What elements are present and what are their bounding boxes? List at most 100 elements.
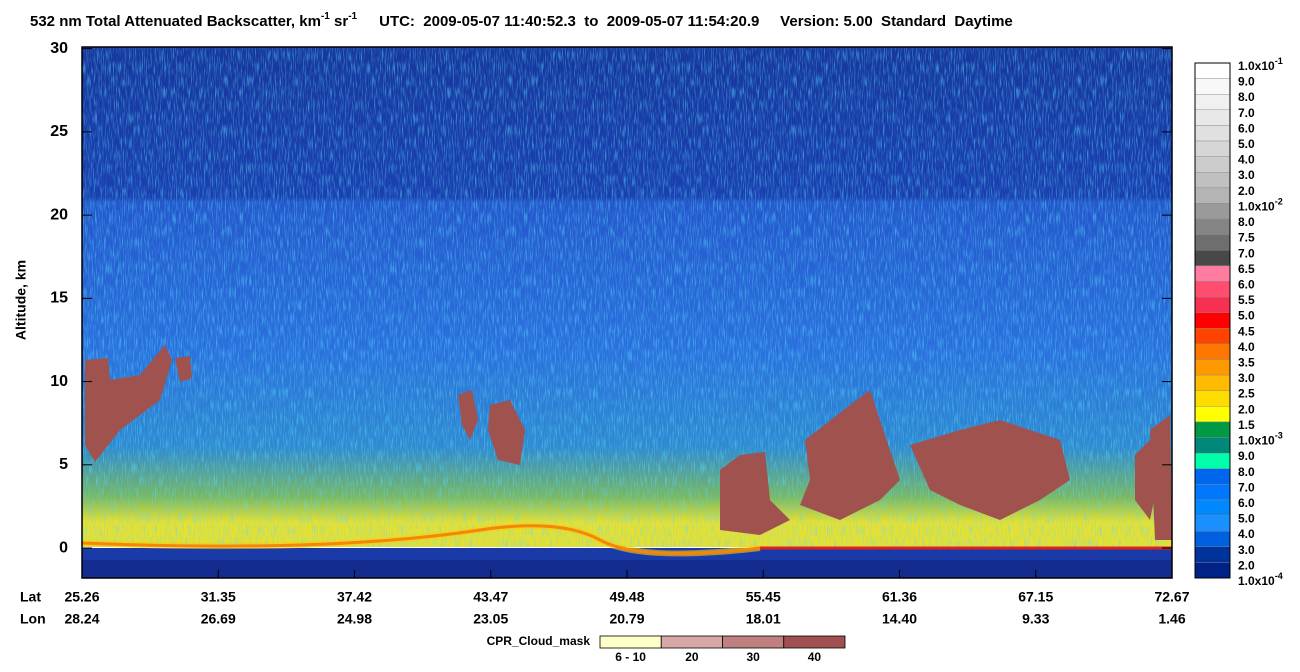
colorbar-label: 7.0	[1238, 481, 1255, 495]
colorbar-label-text: 8.0	[1238, 465, 1255, 479]
colorbar-label-text: 6.0	[1238, 496, 1255, 510]
colorbar-label: 4.0	[1238, 340, 1255, 354]
colorbar-bin	[1194, 125, 1231, 142]
lon-label: Lon	[20, 611, 46, 627]
y-tick-label: 5	[59, 456, 68, 473]
cpr-legend-box	[722, 635, 785, 649]
colorbar-bin	[1194, 499, 1231, 516]
colorbar-label-exp: -2	[1275, 197, 1283, 207]
colorbar-label: 1.5	[1238, 418, 1255, 432]
colorbar-label: 8.0	[1238, 90, 1255, 104]
colorbar-bin	[1194, 140, 1231, 157]
colorbar-label-text: 7.0	[1238, 106, 1255, 120]
colorbar-label-text: 6.0	[1238, 122, 1255, 136]
colorbar-bin	[1194, 218, 1231, 235]
colorbar-label: 3.0	[1238, 168, 1255, 182]
colorbar-label: 3.0	[1238, 543, 1255, 557]
colorbar-bin	[1194, 390, 1231, 407]
colorbar-label-text: 4.0	[1238, 153, 1255, 167]
colorbar-label: 7.0	[1238, 246, 1255, 260]
lat-tick-label: 43.47	[473, 589, 508, 605]
colorbar-label-text: 1.0x10	[1238, 434, 1275, 448]
colorbar-label-text: 6.0	[1238, 278, 1255, 292]
colorbar-label-text: 5.5	[1238, 293, 1255, 307]
colorbar-label-text: 7.5	[1238, 231, 1255, 245]
lat-tick-label: 37.42	[337, 589, 372, 605]
colorbar-bin	[1194, 437, 1231, 454]
colorbar-label-text: 7.0	[1238, 481, 1255, 495]
colorbar-bin	[1194, 62, 1231, 79]
cpr-legend-item-label: 30	[746, 650, 760, 664]
colorbar-bin	[1194, 328, 1231, 345]
cpr-legend-box	[599, 635, 662, 649]
y-tick-label: 30	[50, 40, 68, 57]
colorbar-label-text: 1.0x10	[1238, 59, 1275, 73]
colorbar-label: 4.5	[1238, 324, 1255, 338]
lon-tick-label: 9.33	[1022, 611, 1049, 627]
title: 532 nm Total Attenuated Backscatter, km-…	[30, 11, 1013, 30]
lat-tick-label: 25.26	[64, 589, 99, 605]
colorbar-bin	[1194, 109, 1231, 126]
colorbar-bin	[1194, 94, 1231, 111]
y-tick-label: 0	[59, 539, 68, 556]
lat-tick-label: 72.67	[1154, 589, 1189, 605]
colorbar-label: 5.0	[1238, 512, 1255, 526]
colorbar-bin	[1194, 78, 1231, 95]
colorbar-label-text: 1.0x10	[1238, 200, 1275, 214]
colorbar-label: 8.0	[1238, 215, 1255, 229]
colorbar-bin	[1194, 530, 1231, 547]
colorbar-bin	[1194, 187, 1231, 204]
colorbar-bin	[1194, 359, 1231, 376]
colorbar-label-exp: -4	[1275, 571, 1283, 581]
lat-tick-label: 49.48	[609, 589, 644, 605]
lat-tick-label: 31.35	[201, 589, 236, 605]
y-axis-label: Altitude, km	[13, 260, 29, 340]
lon-tick-label: 20.79	[609, 611, 644, 627]
colorbar-bin	[1194, 374, 1231, 391]
colorbar-bin	[1194, 468, 1231, 485]
colorbar-label-text: 8.0	[1238, 215, 1255, 229]
cpr-legend-item-label: 6 - 10	[615, 650, 646, 664]
lon-tick-label: 23.05	[473, 611, 508, 627]
colorbar-label-text: 2.0	[1238, 403, 1255, 417]
colorbar-label-text: 4.5	[1238, 324, 1255, 338]
colorbar-label-text: 5.0	[1238, 309, 1255, 323]
colorbar-label: 2.0	[1238, 559, 1255, 573]
cpr-legend-box	[660, 635, 723, 649]
colorbar-label-text: 1.0x10	[1238, 574, 1275, 588]
colorbar-label: 1.0x10-4	[1238, 571, 1283, 588]
colorbar-label: 1.0x10-1	[1238, 56, 1283, 73]
y-tick-label: 15	[50, 290, 68, 307]
colorbar-label: 7.5	[1238, 231, 1255, 245]
colorbar-label-text: 5.0	[1238, 137, 1255, 151]
colorbar-label-text: 2.0	[1238, 184, 1255, 198]
colorbar-label: 1.0x10-2	[1238, 197, 1283, 214]
y-tick-label: 10	[50, 373, 68, 390]
cpr-legend-item-label: 40	[808, 650, 822, 664]
colorbar-label-text: 8.0	[1238, 90, 1255, 104]
colorbar-label: 6.0	[1238, 122, 1255, 136]
colorbar-bin	[1194, 343, 1231, 360]
colorbar-label-exp: -1	[1275, 56, 1283, 66]
colorbar-bin	[1194, 562, 1231, 579]
cpr-legend-label: CPR_Cloud_mask	[487, 634, 591, 648]
colorbar-label: 2.0	[1238, 403, 1255, 417]
colorbar-label-text: 4.0	[1238, 340, 1255, 354]
colorbar-label-text: 3.0	[1238, 371, 1255, 385]
cpr-legend-box	[783, 635, 846, 649]
colorbar-label: 2.0	[1238, 184, 1255, 198]
colorbar-label-text: 7.0	[1238, 246, 1255, 260]
colorbar-label-text: 4.0	[1238, 527, 1255, 541]
colorbar-label-text: 3.0	[1238, 543, 1255, 557]
colorbar-label-text: 9.0	[1238, 449, 1255, 463]
plot-image	[81, 47, 1172, 578]
colorbar-label: 5.0	[1238, 137, 1255, 151]
colorbar-bin	[1194, 203, 1231, 220]
lon-tick-label: 26.69	[201, 611, 236, 627]
colorbar-label: 5.0	[1238, 309, 1255, 323]
lat-label: Lat	[20, 589, 41, 605]
colorbar-bin	[1194, 281, 1231, 298]
colorbar-frame	[1194, 62, 1231, 579]
colorbar-label: 3.5	[1238, 356, 1255, 370]
